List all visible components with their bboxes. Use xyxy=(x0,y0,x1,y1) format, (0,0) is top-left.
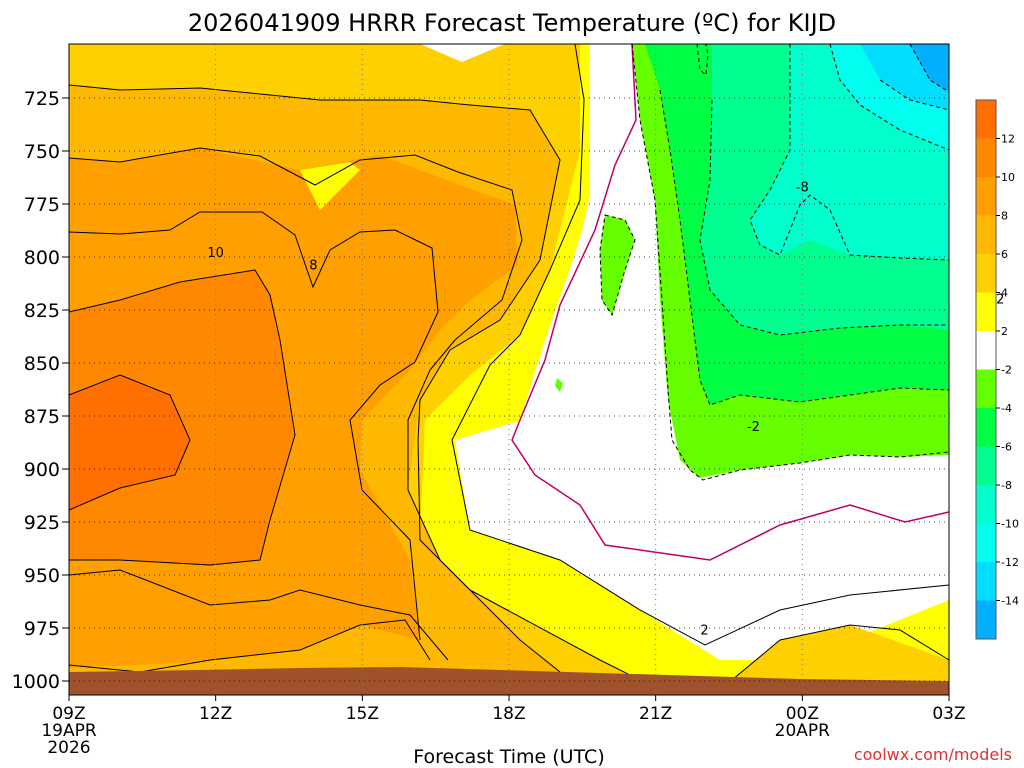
legend-level-label: -14 xyxy=(1001,595,1019,608)
y-tick-label: 775 xyxy=(24,194,60,216)
band-lt-neg14 xyxy=(910,44,949,92)
y-tick-label: 950 xyxy=(24,565,60,587)
contour-4 xyxy=(68,84,661,691)
y-tick-label: 750 xyxy=(24,141,60,163)
contour-10 xyxy=(68,269,296,566)
freezing-core xyxy=(515,44,949,560)
contour-4-low xyxy=(719,624,950,691)
y-tick-label: 975 xyxy=(24,618,60,640)
contour-label: 10 xyxy=(207,246,224,261)
contour-neg6 xyxy=(699,99,949,336)
legend-swatch xyxy=(976,254,996,293)
legend-swatch xyxy=(976,523,996,563)
contour-neg12 xyxy=(879,79,950,111)
legend-level-label: -8 xyxy=(1001,479,1012,492)
contour-0 xyxy=(511,43,950,561)
legend-swatch xyxy=(976,446,996,486)
legend-level-label: 2 xyxy=(1001,325,1008,338)
band-neg4-to-neg2-island xyxy=(600,215,635,315)
contour-neg8 xyxy=(749,44,950,261)
contour-2 xyxy=(451,43,950,646)
y-tick-label: 825 xyxy=(24,300,60,322)
missing-data-patch xyxy=(420,44,505,62)
legend-swatch xyxy=(976,331,996,370)
legend-level-label: 4 xyxy=(1001,287,1008,300)
credit-link[interactable]: coolwx.com/models xyxy=(854,745,1012,764)
y-tick-label: 800 xyxy=(24,247,60,269)
x-tick-label: 12Z xyxy=(199,704,232,724)
x-axis-title: Forecast Time (UTC) xyxy=(413,746,604,768)
plot-area xyxy=(68,43,950,695)
legend-level-label: 10 xyxy=(1001,171,1015,184)
legend-level-label: -6 xyxy=(1001,441,1012,454)
legend-swatch xyxy=(976,292,996,332)
x-tick-label: 09Z xyxy=(52,704,85,724)
contour-neg4 xyxy=(659,43,950,406)
contour-label: -8 xyxy=(796,180,809,195)
contour-label: 8 xyxy=(309,259,317,274)
y-tick-label: 850 xyxy=(24,353,60,375)
contour-neg2-island xyxy=(599,214,636,317)
contour-neg2 xyxy=(631,43,950,481)
x-tick-label: 00Z xyxy=(786,704,819,724)
legend-level-label: -2 xyxy=(1001,364,1012,377)
contour-6-low xyxy=(68,569,449,661)
x-tick-date-label: 19APR xyxy=(41,721,97,741)
grid-lines xyxy=(69,44,949,695)
x-tick-label: 03Z xyxy=(932,704,965,724)
x-tick-label: 21Z xyxy=(639,704,672,724)
legend-swatch xyxy=(976,562,996,601)
legend-swatch xyxy=(976,215,996,255)
contour-label: -2 xyxy=(747,420,760,435)
band-gt-12 xyxy=(69,375,190,510)
legend-level-label: -4 xyxy=(1001,402,1012,415)
legend-swatch xyxy=(976,177,996,216)
legend-level-label: 8 xyxy=(1001,210,1008,223)
legend-swatch xyxy=(976,369,996,409)
y-tick-label: 1000 xyxy=(12,671,60,693)
legend-level-label: 6 xyxy=(1001,248,1008,261)
y-tick-label: 725 xyxy=(24,88,60,110)
legend-swatch xyxy=(976,485,996,524)
y-tick-label: 900 xyxy=(24,459,60,481)
x-tick-date-label: 2026 xyxy=(47,738,90,758)
band-neg4-to-neg2-spot xyxy=(555,378,563,392)
legend-swatch xyxy=(976,100,996,139)
y-tick-label: 925 xyxy=(24,512,60,534)
y-tick-label: 875 xyxy=(24,406,60,428)
legend-swatch xyxy=(976,600,996,640)
contour-8 xyxy=(68,211,439,641)
color-legend: 12 10 8 6 4 2 -2 -4 -6 -8 -10 -12 -14 xyxy=(975,99,1019,640)
x-tick-date-label: 20APR xyxy=(775,721,831,741)
legend-level-label: -12 xyxy=(1001,556,1019,569)
band-10-to-12 xyxy=(69,270,295,565)
legend-swatch xyxy=(976,138,996,178)
contour-label: 2 xyxy=(700,623,708,638)
legend-level-label: -10 xyxy=(1001,518,1019,531)
x-tick-label: 18Z xyxy=(492,704,525,724)
chart-title: 2026041909 HRRR Forecast Temperature (ºC… xyxy=(188,9,836,37)
legend-swatch xyxy=(976,408,996,447)
x-tick-label: 15Z xyxy=(346,704,379,724)
contour-12 xyxy=(68,374,191,511)
contour-neg14 xyxy=(909,43,950,93)
band-2-to-4-lens xyxy=(300,162,360,210)
y-axis: 725 750 775 800 825 850 875 900 925 950 975 1000 xyxy=(12,88,69,693)
contour-6 xyxy=(68,147,561,673)
legend-level-label: 12 xyxy=(1001,133,1015,146)
contour-neg10 xyxy=(829,43,950,151)
